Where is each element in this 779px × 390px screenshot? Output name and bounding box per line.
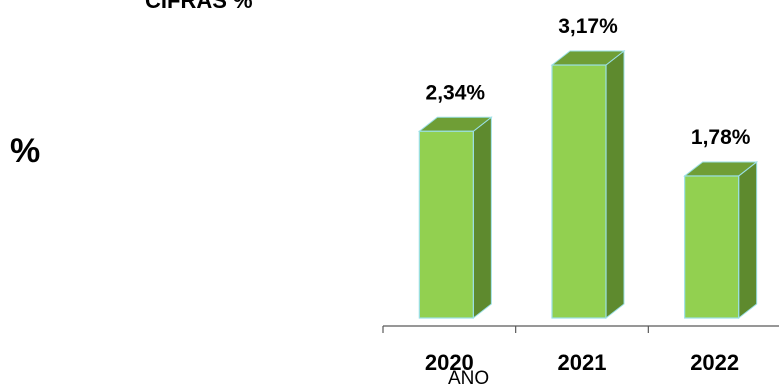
x-tick-label-2022: 2022	[690, 350, 739, 375]
bar-front-face	[551, 64, 607, 319]
y-axis-label: %	[10, 132, 41, 170]
x-tick-label-2021: 2021	[558, 350, 607, 375]
bar-2020	[417, 116, 493, 320]
chart-title: CIFRAS %	[145, 0, 253, 13]
bar-front-face	[418, 130, 474, 319]
bar-front-face	[684, 175, 740, 319]
x-axis-label: AÑO	[448, 368, 490, 389]
bar-2022	[683, 160, 759, 320]
bar-side-face	[472, 116, 492, 320]
data-label-2022: 1,78%	[691, 126, 751, 149]
x-tick-label-2020: 2020	[425, 350, 474, 375]
bar-2021	[550, 50, 626, 320]
data-label-2021: 3,17%	[558, 15, 618, 38]
data-label-2020: 2,34%	[426, 81, 486, 104]
bar-side-face	[605, 50, 625, 320]
bar-side-face	[738, 160, 758, 320]
